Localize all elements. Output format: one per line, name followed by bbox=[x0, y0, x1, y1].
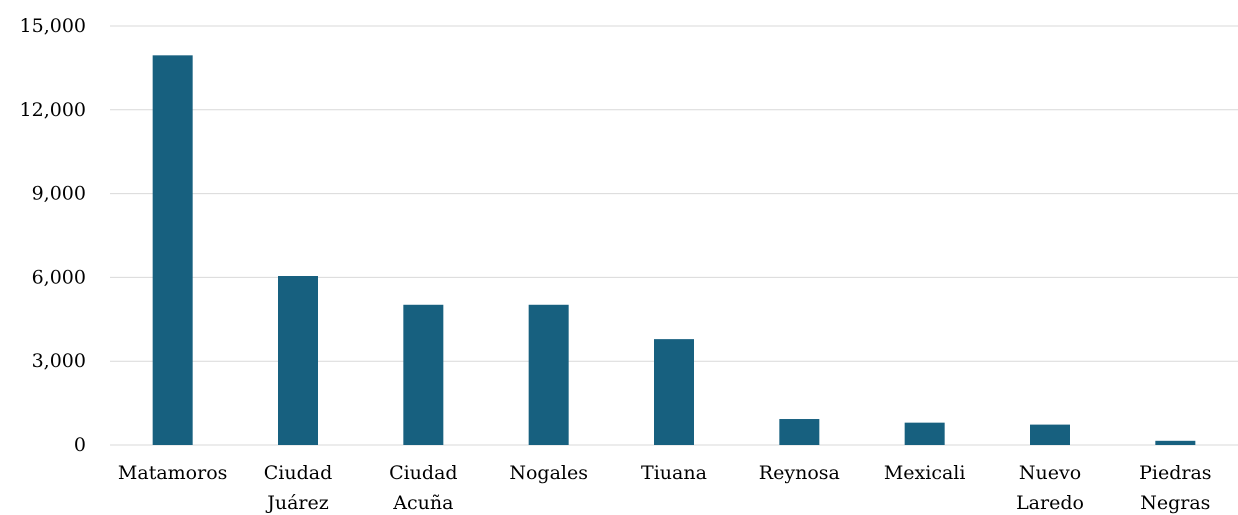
y-tick-label: 9,000 bbox=[32, 183, 86, 205]
y-tick-label: 3,000 bbox=[32, 350, 86, 372]
x-category-label: Nogales bbox=[509, 462, 588, 484]
y-tick-label: 12,000 bbox=[20, 99, 86, 121]
bar bbox=[278, 276, 318, 445]
bar bbox=[403, 304, 444, 445]
x-category-label: Nuevo bbox=[1019, 462, 1081, 484]
bar bbox=[654, 339, 694, 445]
y-axis-tick-labels: 0 3,000 6,000 9,000 12,000 15,000 bbox=[20, 15, 86, 456]
x-category-label: Matamoros bbox=[118, 462, 227, 484]
x-category-label: Ciudad bbox=[389, 462, 458, 484]
x-axis-category-labels: Matamoros Ciudad Juárez Ciudad Acuña Nogales T… bbox=[118, 462, 1212, 514]
x-category-label: Piedras bbox=[1139, 462, 1211, 484]
x-category-label: Reynosa bbox=[759, 462, 840, 484]
bar bbox=[779, 419, 820, 445]
x-category-label: Acuña bbox=[392, 492, 453, 514]
bar bbox=[1155, 440, 1196, 445]
y-tick-label: 15,000 bbox=[20, 15, 86, 37]
y-tick-label: 0 bbox=[74, 434, 86, 456]
x-category-label: Ciudad bbox=[264, 462, 333, 484]
bar bbox=[904, 422, 945, 445]
bars bbox=[152, 55, 1196, 446]
x-category-label: Mexicali bbox=[884, 462, 966, 484]
y-tick-label: 6,000 bbox=[32, 266, 86, 288]
x-category-label: Tiuana bbox=[641, 462, 707, 484]
bar bbox=[152, 55, 193, 446]
x-category-label: Juárez bbox=[265, 492, 329, 514]
x-category-label: Negras bbox=[1140, 492, 1210, 514]
bar bbox=[1030, 424, 1070, 445]
x-category-label: Laredo bbox=[1016, 492, 1084, 514]
bar bbox=[528, 304, 569, 445]
